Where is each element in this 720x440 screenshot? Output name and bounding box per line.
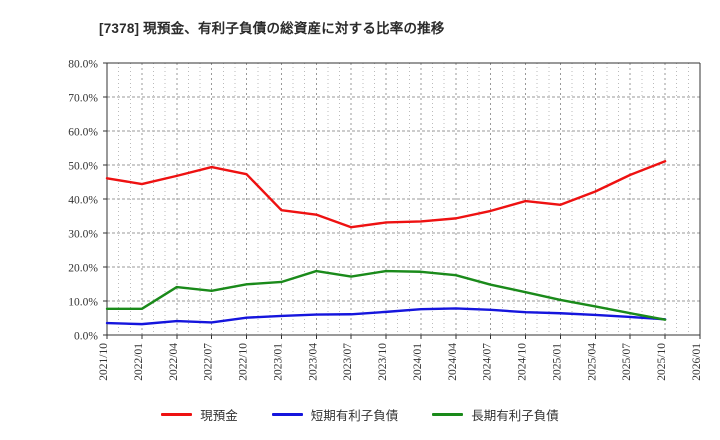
x-axis-tick-label: 2022/10 bbox=[238, 343, 250, 381]
x-axis-tick-label: 2021/10 bbox=[98, 343, 110, 381]
x-axis-tick-label: 2025/07 bbox=[621, 343, 633, 381]
legend-item[interactable]: 長期有利子負債 bbox=[432, 405, 559, 424]
x-axis-tick-label: 2025/04 bbox=[586, 343, 598, 381]
legend-color-swatch bbox=[432, 413, 464, 416]
y-axis-tick-label: 70.0% bbox=[68, 93, 98, 105]
legend-item[interactable]: 現預金 bbox=[161, 405, 238, 424]
x-axis-tick-label: 2024/07 bbox=[482, 343, 494, 381]
grid-lines bbox=[107, 62, 701, 335]
x-axis-tick-label: 2024/01 bbox=[412, 343, 424, 381]
x-axis-tick-label: 2023/01 bbox=[272, 343, 284, 381]
y-axis-tick-label: 0.0% bbox=[74, 331, 98, 343]
y-axis-tick-label: 40.0% bbox=[68, 195, 98, 207]
legend-item-label: 現預金 bbox=[200, 409, 238, 423]
x-axis-tick-label: 2023/07 bbox=[342, 343, 354, 381]
series-line bbox=[105, 307, 667, 326]
y-axis-tick-label: 50.0% bbox=[68, 161, 98, 173]
x-axis-tick-label: 2024/10 bbox=[517, 343, 529, 381]
x-axis-tick-labels: 2021/10 2022/01 2022/04 2022/07 2022/10 2023/… bbox=[98, 335, 703, 381]
y-axis-tick-label: 80.0% bbox=[68, 59, 98, 71]
legend-color-swatch bbox=[271, 413, 303, 416]
y-axis-tick-label: 20.0% bbox=[68, 263, 98, 275]
x-axis-tick-label: 2025/10 bbox=[656, 343, 668, 381]
x-axis-tick-label: 2022/01 bbox=[133, 343, 145, 381]
chart-title: [7378] 現預金、有利子負債の総資産に対する比率の推移 bbox=[99, 21, 445, 36]
legend-item-label: 短期有利子負債 bbox=[310, 409, 399, 423]
x-axis-tick-label: 2026/01 bbox=[691, 343, 703, 381]
y-axis-tick-label: 60.0% bbox=[68, 127, 98, 139]
x-axis-tick-label: 2023/10 bbox=[377, 343, 389, 381]
x-axis-tick-label: 2022/07 bbox=[203, 343, 215, 381]
chart-legend: 現預金 短期有利子負債 長期有利子負債 bbox=[0, 405, 720, 424]
y-axis-tick-label: 10.0% bbox=[68, 297, 98, 309]
legend-item[interactable]: 短期有利子負債 bbox=[271, 405, 399, 424]
legend-color-swatch bbox=[161, 413, 193, 416]
y-axis-tick-label: 30.0% bbox=[68, 229, 98, 241]
series-line bbox=[105, 269, 667, 321]
legend-item-label: 長期有利子負債 bbox=[471, 409, 559, 423]
series-line bbox=[105, 160, 667, 229]
x-axis-tick-label: 2023/04 bbox=[307, 343, 319, 381]
x-axis-tick-label: 2025/01 bbox=[551, 343, 563, 381]
x-axis-tick-label: 2024/04 bbox=[447, 343, 459, 381]
data-series-lines bbox=[105, 160, 667, 326]
x-axis-tick-label: 2022/04 bbox=[168, 343, 180, 381]
y-axis-tick-labels: 0.0% 10.0% 20.0% 30.0% 40.0% 50.0% 60.0% 70.0% 8… bbox=[68, 59, 107, 343]
